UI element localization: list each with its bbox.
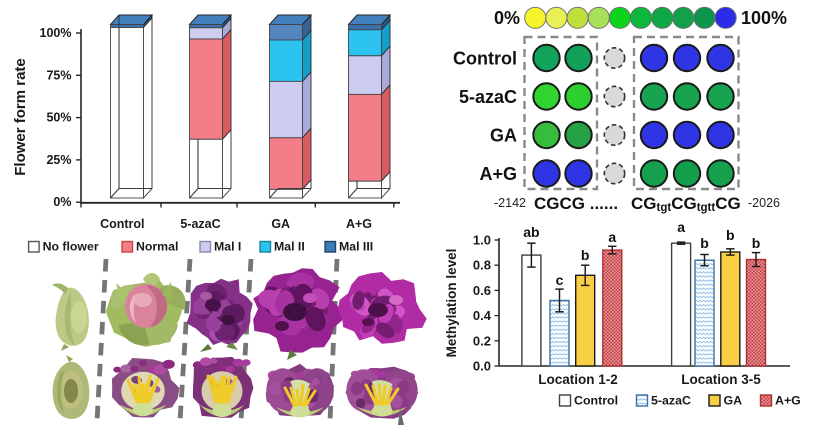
svg-text:a: a bbox=[608, 229, 616, 245]
svg-text:b: b bbox=[581, 247, 590, 263]
svg-text:Mal III: Mal III bbox=[339, 240, 373, 254]
svg-text:5-azaC: 5-azaC bbox=[180, 217, 220, 231]
svg-text:0%: 0% bbox=[494, 8, 520, 28]
svg-text:75%: 75% bbox=[46, 68, 71, 82]
svg-text:Mal I: Mal I bbox=[214, 240, 241, 254]
svg-text:b: b bbox=[752, 235, 761, 251]
svg-text:A+G: A+G bbox=[346, 217, 372, 231]
svg-text:A+G: A+G bbox=[479, 164, 517, 184]
svg-text:a: a bbox=[677, 219, 685, 235]
svg-text:Flower form rate: Flower form rate bbox=[12, 58, 29, 176]
svg-text:Control: Control bbox=[574, 394, 618, 408]
svg-text:b: b bbox=[700, 235, 709, 251]
svg-text:GA: GA bbox=[724, 394, 743, 408]
svg-text:GA: GA bbox=[271, 217, 290, 231]
svg-text:0.8: 0.8 bbox=[473, 258, 491, 273]
svg-text:50%: 50% bbox=[46, 111, 71, 125]
svg-text:5-azaC: 5-azaC bbox=[651, 394, 691, 408]
svg-text:No flower: No flower bbox=[43, 240, 99, 254]
svg-text:b: b bbox=[726, 227, 735, 243]
svg-text:ab: ab bbox=[523, 224, 539, 240]
svg-text:GA: GA bbox=[490, 126, 517, 146]
svg-text:0.0: 0.0 bbox=[473, 359, 491, 374]
svg-text:0.6: 0.6 bbox=[473, 283, 491, 298]
svg-text:c: c bbox=[556, 272, 564, 288]
svg-text:A+G: A+G bbox=[775, 394, 801, 408]
svg-text:Control: Control bbox=[100, 217, 144, 231]
svg-text:-2142: -2142 bbox=[494, 196, 526, 210]
svg-text:Control: Control bbox=[453, 49, 517, 69]
svg-text:-2026: -2026 bbox=[748, 196, 780, 210]
svg-text:0.2: 0.2 bbox=[473, 333, 491, 348]
svg-text:1.0: 1.0 bbox=[473, 233, 491, 248]
svg-text:CGCG ......: CGCG ...... bbox=[534, 194, 618, 213]
svg-text:Location 1-2: Location 1-2 bbox=[538, 372, 618, 387]
svg-text:CGtgtCGtgttCG: CGtgtCGtgttCG bbox=[631, 194, 741, 214]
svg-text:5-azaC: 5-azaC bbox=[459, 87, 517, 107]
svg-text:100%: 100% bbox=[40, 26, 72, 40]
svg-text:Location 3-5: Location 3-5 bbox=[681, 372, 761, 387]
svg-text:100%: 100% bbox=[741, 8, 787, 28]
svg-text:Methylation level: Methylation level bbox=[444, 249, 459, 358]
svg-text:25%: 25% bbox=[46, 153, 71, 167]
svg-text:0.4: 0.4 bbox=[473, 308, 492, 323]
svg-text:0%: 0% bbox=[53, 195, 71, 209]
svg-text:Normal: Normal bbox=[136, 240, 178, 254]
svg-text:Mal II: Mal II bbox=[274, 240, 305, 254]
